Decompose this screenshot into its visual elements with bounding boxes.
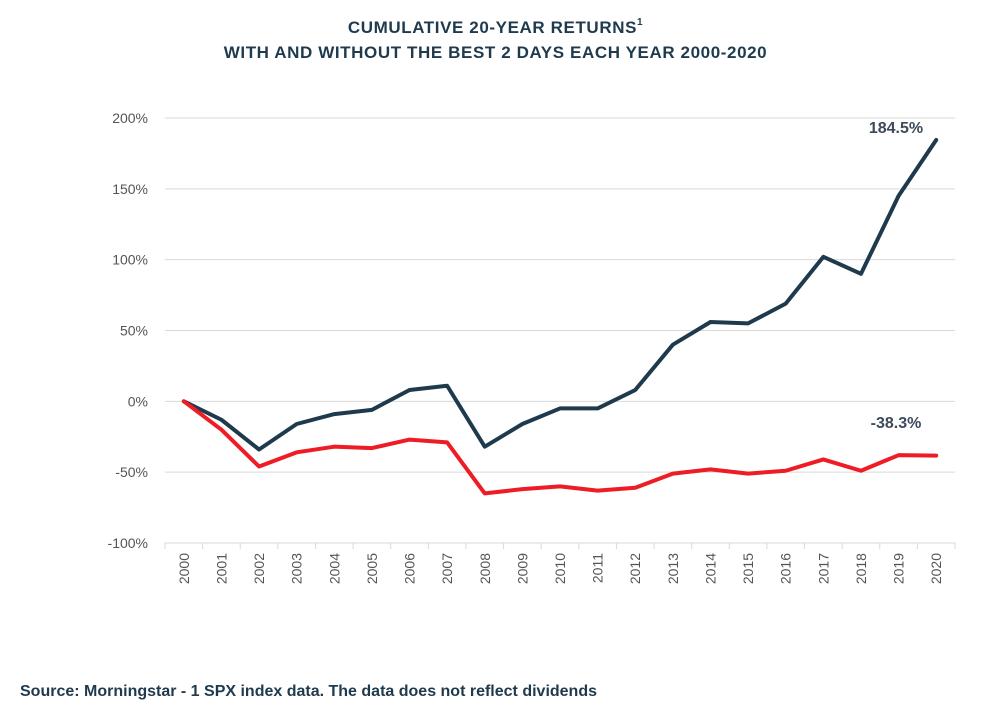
source-note: Source: Morningstar - 1 SPX index data. … <box>20 683 597 700</box>
x-tick-label: 2016 <box>778 553 794 584</box>
chart-title-line1: CUMULATIVE 20-YEAR RETURNS1 <box>347 17 644 37</box>
x-tick-label: 2005 <box>364 553 380 584</box>
y-tick-label: 200% <box>112 110 148 126</box>
x-tick-label: 2014 <box>702 553 718 584</box>
x-tick-label: 2013 <box>665 553 681 584</box>
x-tick-label: 2002 <box>251 553 267 584</box>
x-tick-label: 2017 <box>815 553 831 584</box>
x-tick-label: 2007 <box>439 553 455 584</box>
data-label-without-best-days: -38.3% <box>871 415 922 432</box>
x-tick-label: 2012 <box>627 553 643 584</box>
data-label-with-best-days: 184.5% <box>869 120 923 137</box>
x-tick-label: 2006 <box>402 553 418 584</box>
x-tick-label: 2004 <box>326 553 342 584</box>
x-tick-label: 2018 <box>853 553 869 584</box>
x-tick-label: 2008 <box>477 553 493 584</box>
x-tick-label: 2000 <box>176 553 192 584</box>
title-footnote-marker: 1 <box>637 17 644 28</box>
x-tick-label: 2019 <box>891 553 907 584</box>
y-tick-label: -50% <box>115 464 148 480</box>
x-tick-label: 2011 <box>590 553 606 583</box>
x-tick-label: 2020 <box>928 553 944 584</box>
x-tick-label: 2001 <box>213 553 229 584</box>
y-tick-label: 0% <box>128 393 148 409</box>
chart-title: CUMULATIVE 20-YEAR RETURNS1 WITH AND WIT… <box>0 10 991 65</box>
y-tick-label: -100% <box>108 535 148 551</box>
y-tick-label: 50% <box>120 323 148 339</box>
x-tick-label: 2010 <box>552 553 568 584</box>
series-line-with-best-days <box>181 137 939 452</box>
y-tick-label: 150% <box>112 181 148 197</box>
series-line-without-best-days <box>181 399 939 496</box>
x-tick-label: 2009 <box>514 553 530 584</box>
x-tick-label: 2003 <box>289 553 305 584</box>
y-tick-label: 100% <box>112 252 148 268</box>
chart-title-line2: WITH AND WITHOUT THE BEST 2 DAYS EACH YE… <box>223 43 768 62</box>
x-tick-label: 2015 <box>740 553 756 584</box>
